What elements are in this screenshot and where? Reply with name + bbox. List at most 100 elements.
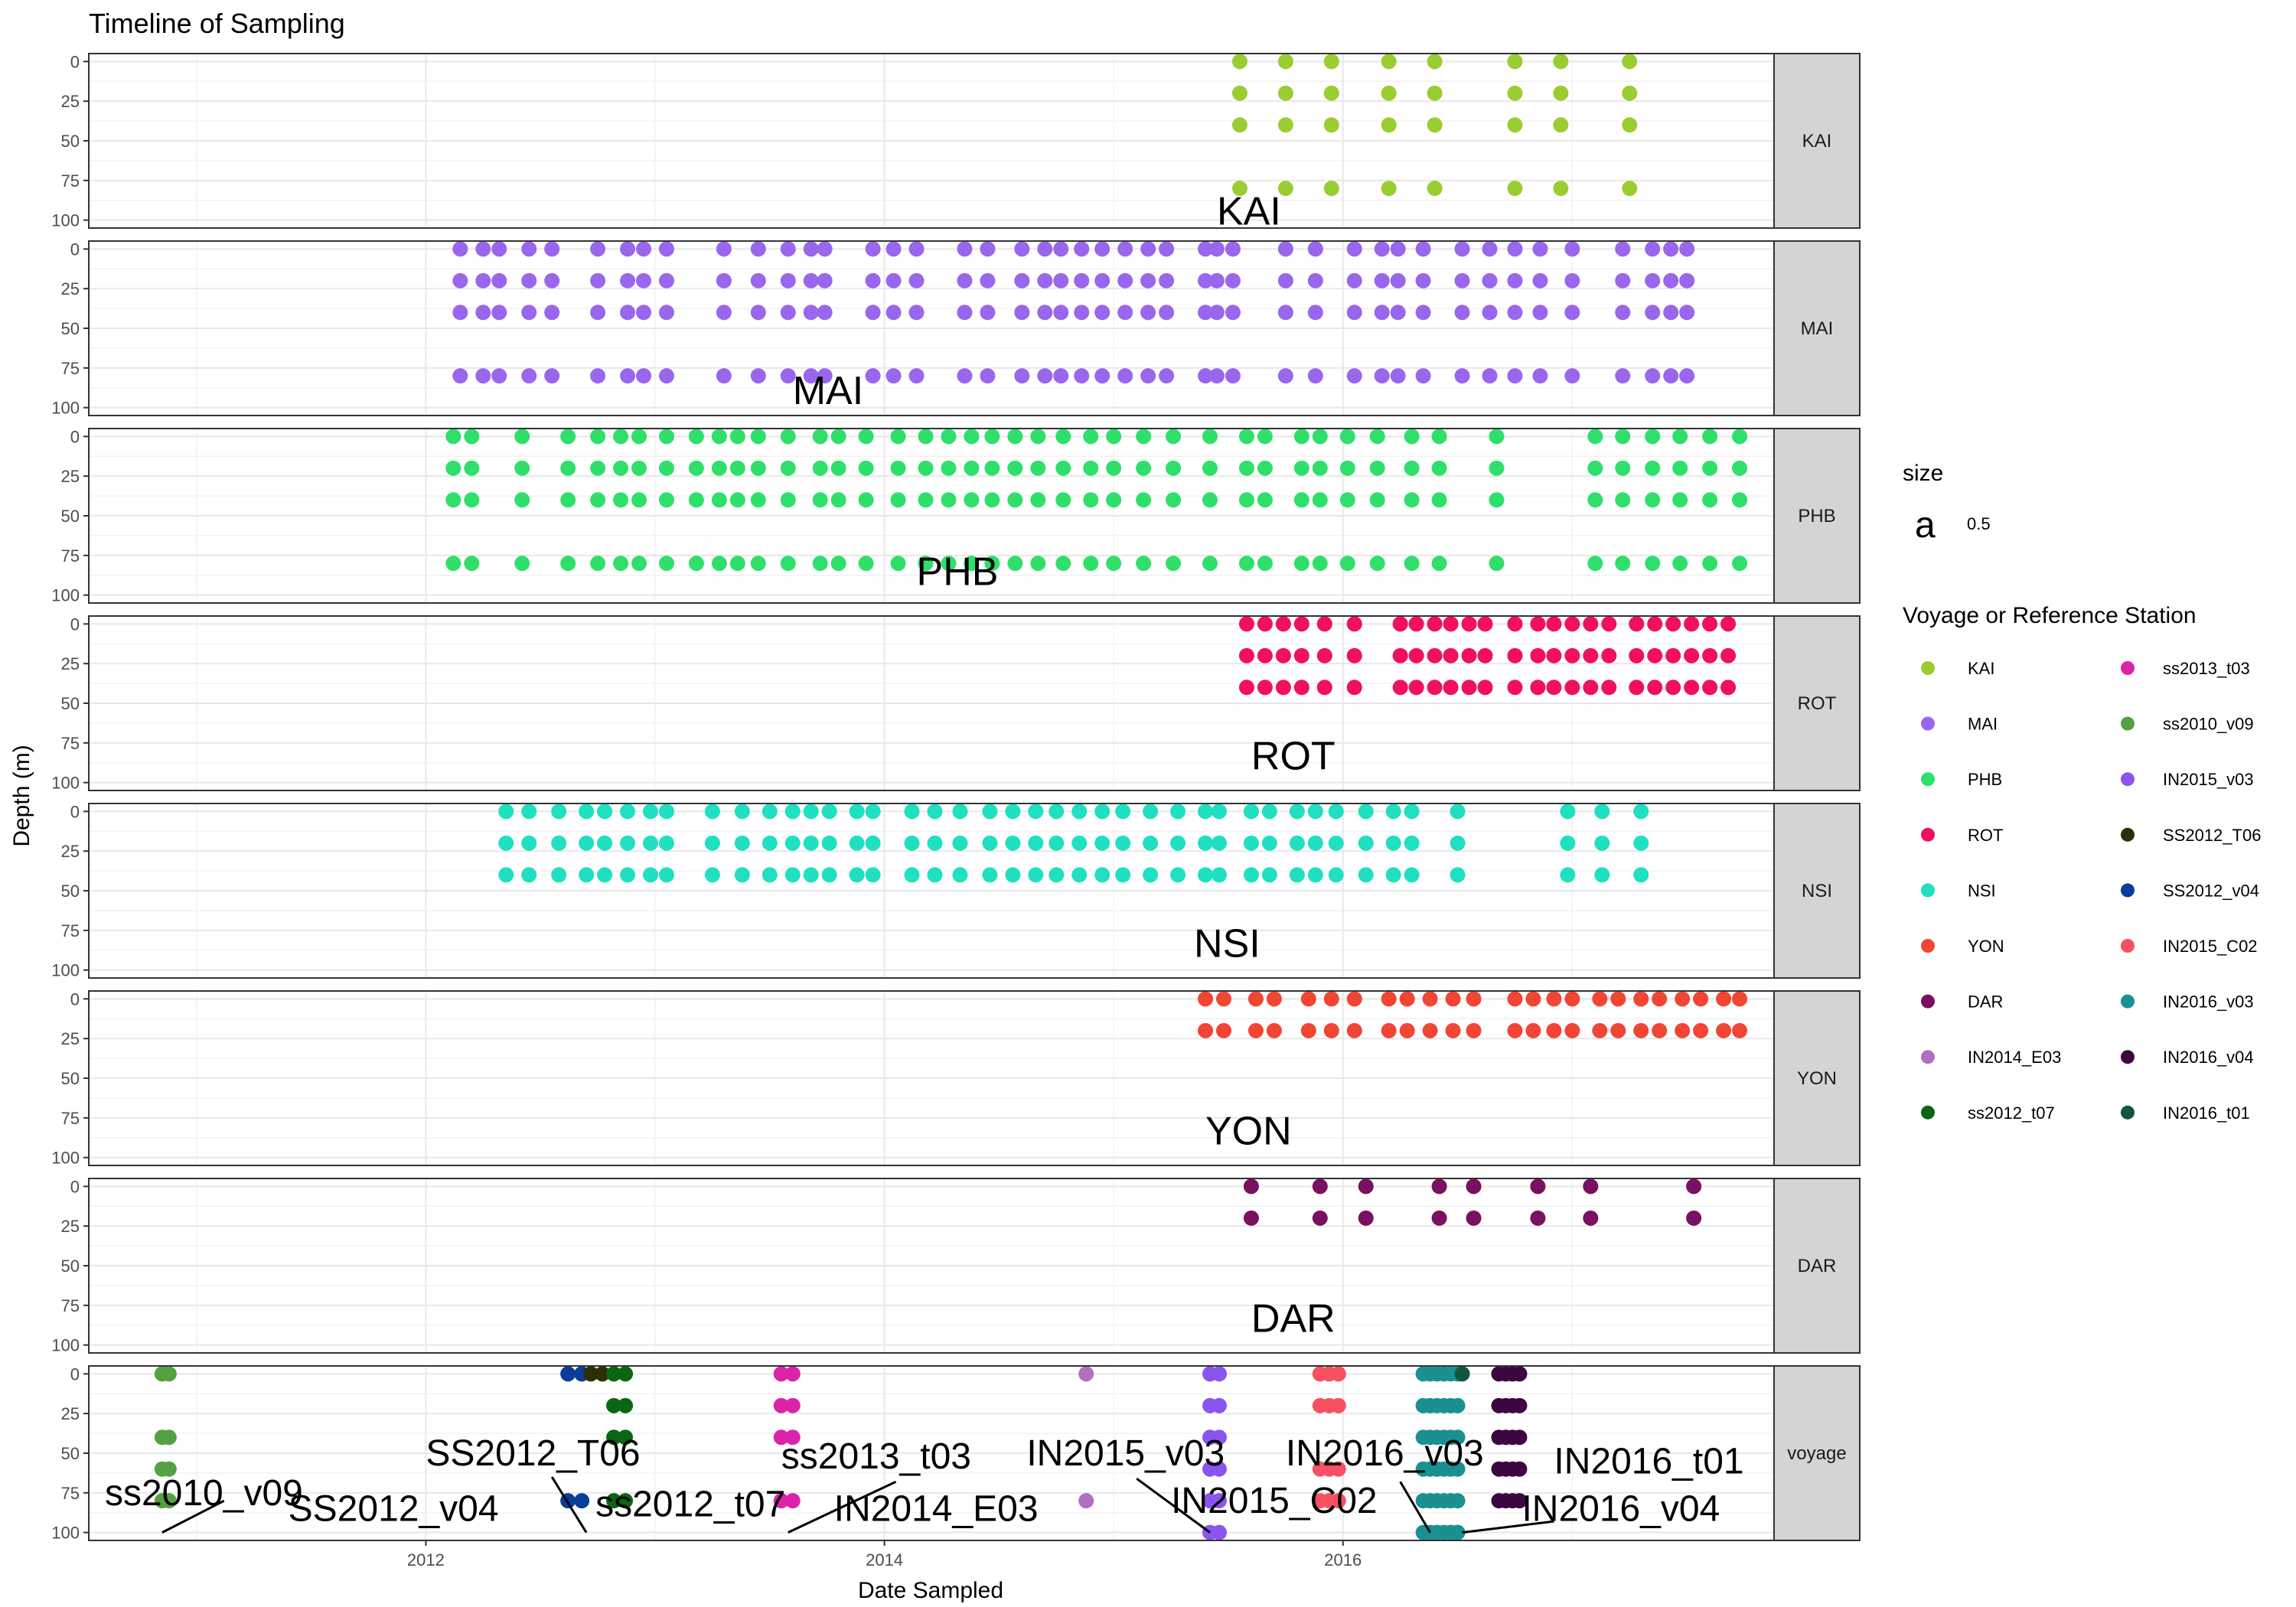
data-point [1415,368,1431,384]
data-point [636,272,652,288]
data-point [620,867,636,883]
data-point [773,1366,789,1382]
data-point [1560,867,1576,883]
data-point [1211,1429,1227,1446]
legend-label: ss2010_v09 [2163,715,2254,734]
data-point [1257,429,1273,445]
data-point [941,492,957,508]
data-point [1530,1178,1546,1195]
data-point [849,867,865,883]
y-tick-label: 25 [61,279,80,298]
facet-strip [1773,53,1861,229]
data-point [606,1397,622,1413]
data-point [1546,991,1562,1007]
y-tick-label: 50 [61,507,80,526]
data-point [1312,460,1328,476]
facet-strip-label: NSI [1802,881,1832,901]
data-point [1477,680,1493,696]
data-point [1454,368,1470,384]
data-point [1238,647,1254,663]
data-point [636,368,652,384]
data-point [1427,85,1443,101]
data-point [1014,305,1030,321]
data-point [1014,241,1030,257]
data-point [1564,616,1580,632]
legend-label: SS2012_T06 [2163,826,2261,845]
y-tick-label: 100 [51,1336,80,1355]
data-point [1257,616,1273,632]
data-point [1443,616,1459,632]
legend-swatch [2121,1050,2135,1064]
data-point [1385,835,1401,851]
data-point [1312,556,1328,572]
data-point [1663,305,1679,321]
data-point [908,368,925,384]
data-point [1094,867,1110,883]
data-point [957,241,973,257]
data-point [1208,272,1225,288]
panel-label: MAI [793,369,863,413]
data-point [817,368,833,384]
data-point [590,241,606,257]
legend-label: PHB [1968,770,2002,789]
data-point [1564,991,1580,1007]
data-point [817,241,833,257]
data-point [1007,460,1023,476]
data-point [1374,305,1390,321]
data-point [544,305,560,321]
facet-strip-label: MAI [1801,318,1834,339]
data-point [1564,241,1580,257]
data-point [1106,429,1122,445]
data-point [1117,241,1133,257]
data-point [1293,680,1309,696]
data-point [1399,991,1415,1007]
data-point [620,368,636,384]
y-tick-label: 50 [61,882,80,901]
data-point [1546,647,1562,663]
data-point [750,272,766,288]
data-point [982,835,998,851]
data-point [1346,305,1362,321]
data-point [1702,616,1718,632]
data-point [1422,1022,1438,1038]
legend-label: IN2016_v04 [2163,1048,2254,1067]
data-point [1049,804,1065,820]
data-point [729,492,745,508]
data-point [1564,272,1580,288]
data-point [964,556,980,572]
data-point [1198,991,1214,1007]
data-point [1238,460,1254,476]
data-point [1450,1524,1466,1540]
data-point [1482,368,1498,384]
data-point [590,368,606,384]
data-point [982,804,998,820]
data-point [1339,492,1355,508]
data-point [1328,804,1344,820]
data-point [1615,429,1631,445]
data-point [1312,1178,1328,1195]
data-point [1053,241,1069,257]
y-tick-label: 75 [61,1296,80,1315]
data-point [1507,647,1523,663]
data-point [658,460,674,476]
data-point [579,867,595,883]
legend-swatch [1921,716,1935,731]
data-point [1560,835,1576,851]
data-point [711,460,727,476]
data-point [750,368,766,384]
data-point [1645,368,1661,384]
data-point [613,460,629,476]
data-point [1404,556,1420,572]
data-point [1583,1178,1599,1195]
data-point [514,429,530,445]
data-point [1275,680,1291,696]
y-tick-label: 100 [51,774,80,793]
data-point [1074,305,1090,321]
y-tick-label: 0 [70,52,80,71]
data-point [1307,804,1323,820]
data-point [1106,460,1122,476]
data-point [750,305,766,321]
data-point [821,804,837,820]
data-point [1166,556,1182,572]
data-point [1117,305,1133,321]
